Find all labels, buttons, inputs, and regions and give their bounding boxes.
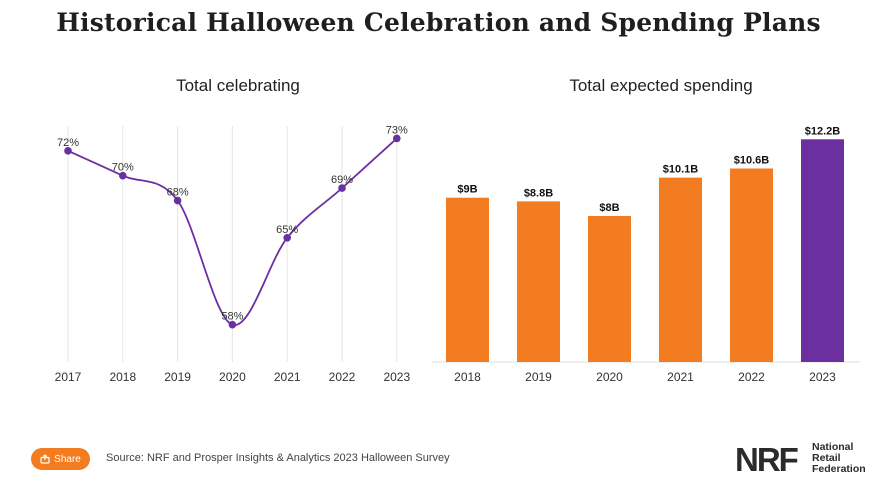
logo-text-line: Retail <box>812 452 841 464</box>
page-title: Historical Halloween Celebration and Spe… <box>56 8 821 37</box>
bar <box>730 168 773 362</box>
charts-canvas: 2017 2018 2019 2020 2021 2022 2023 72% 70% 68% 58%… <box>55 124 860 384</box>
bar <box>446 197 489 362</box>
bar-chart-title: Total expected spending <box>569 76 753 95</box>
bar <box>659 177 702 362</box>
share-button[interactable]: Share <box>31 448 90 470</box>
data-label: 69% <box>331 174 353 186</box>
line-chart-title: Total celebrating <box>176 76 300 95</box>
share-icon <box>40 454 50 464</box>
bar <box>801 139 844 362</box>
data-label: 72% <box>57 137 79 149</box>
x-tick-label: 2021 <box>667 370 694 384</box>
bar-value-label: $10.1B <box>663 164 699 176</box>
bar <box>517 201 560 362</box>
footer: Share Source: NRF and Prosper Insights &… <box>0 442 877 478</box>
data-label: 73% <box>386 124 408 136</box>
source-note: Source: NRF and Prosper Insights & Analy… <box>106 452 450 464</box>
x-tick-label: 2020 <box>596 370 623 384</box>
logo-text: National Retail Federation <box>812 442 866 475</box>
data-label: 65% <box>276 224 298 236</box>
data-point <box>64 147 72 155</box>
x-tick-label: 2020 <box>219 370 246 384</box>
logo-text-line: Federation <box>812 463 866 475</box>
bar-value-label: $10.6B <box>734 155 770 167</box>
data-point <box>173 196 182 205</box>
data-label: 70% <box>112 162 134 174</box>
x-tick-label: 2019 <box>164 370 191 384</box>
data-point <box>228 320 237 329</box>
data-point <box>338 184 346 192</box>
x-tick-label: 2018 <box>454 370 481 384</box>
x-tick-label: 2023 <box>809 370 836 384</box>
bar-value-label: $9B <box>457 184 477 196</box>
logo-mark: NRF <box>735 441 799 478</box>
x-tick-label: 2018 <box>109 370 136 384</box>
data-label: 68% <box>167 187 189 199</box>
bar-value-label: $8B <box>599 202 619 214</box>
x-tick-label: 2019 <box>525 370 552 384</box>
bar-value-label: $12.2B <box>805 125 841 137</box>
x-tick-label: 2022 <box>738 370 765 384</box>
bar-value-label: $8.8B <box>524 187 553 199</box>
x-tick-label: 2021 <box>274 370 301 384</box>
data-point <box>393 134 401 143</box>
bar <box>588 215 631 362</box>
share-label: Share <box>54 453 81 465</box>
x-tick-label: 2017 <box>55 370 82 384</box>
data-label: 58% <box>221 311 243 323</box>
data-point <box>119 171 127 180</box>
x-tick-label: 2023 <box>383 370 410 384</box>
data-point <box>283 233 292 242</box>
x-tick-label: 2022 <box>329 370 356 384</box>
logo-text-line: National <box>812 441 854 453</box>
